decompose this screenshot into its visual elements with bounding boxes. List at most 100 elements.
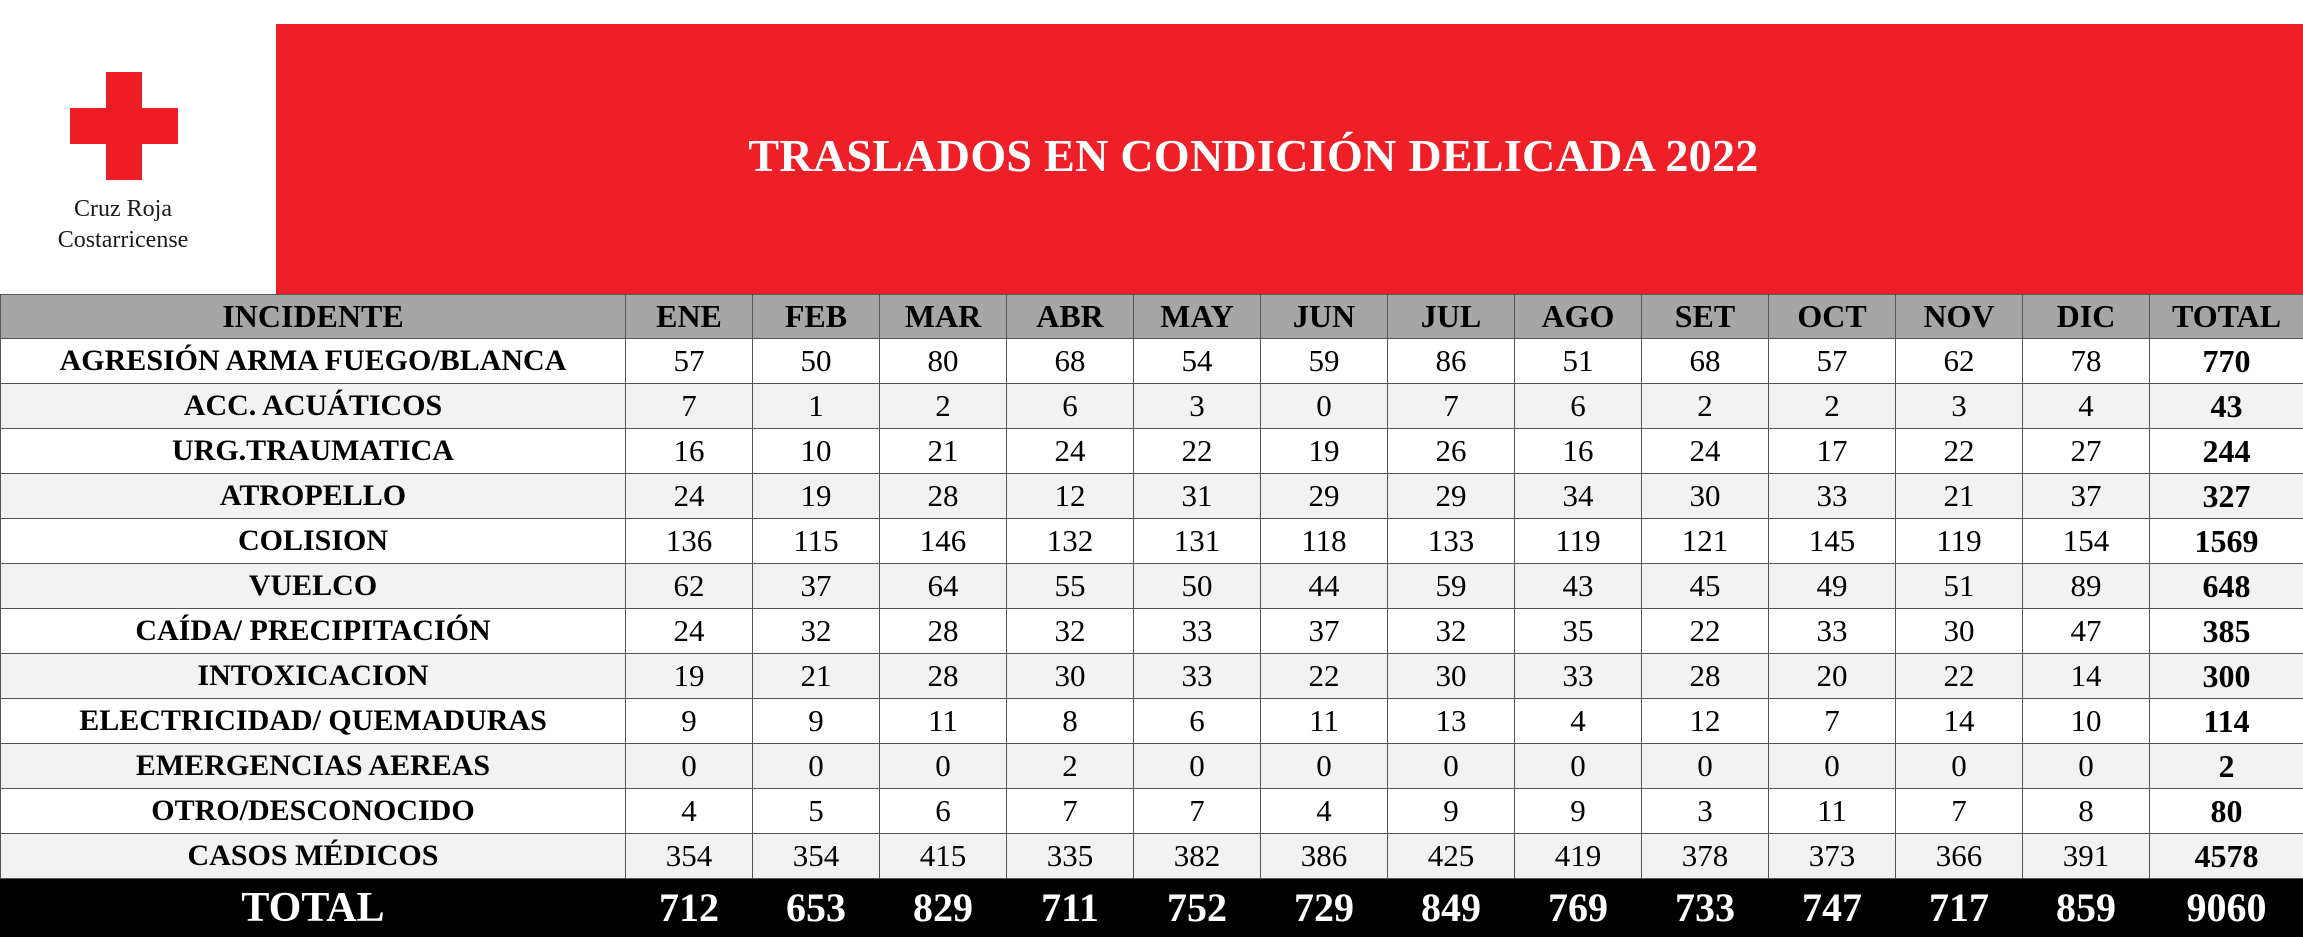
month-value-cell: 26 [1388,429,1515,474]
month-value-cell: 50 [1134,564,1261,609]
month-value-cell: 30 [1388,654,1515,699]
month-value-cell: 22 [1896,654,2023,699]
month-value-cell: 32 [1007,609,1134,654]
month-value-cell: 335 [1007,834,1134,879]
month-value-cell: 415 [880,834,1007,879]
month-value-cell: 131 [1134,519,1261,564]
month-value-cell: 0 [2023,744,2150,789]
month-value-cell: 24 [626,474,753,519]
month-value-cell: 16 [1515,429,1642,474]
month-value-cell: 386 [1261,834,1388,879]
month-value-cell: 7 [1896,789,2023,834]
column-header-feb: FEB [753,295,880,339]
month-value-cell: 28 [880,474,1007,519]
row-total-cell: 1569 [2150,519,2303,564]
column-header-may: MAY [1134,295,1261,339]
grand-total-cell: 9060 [2150,879,2303,937]
column-header-ene: ENE [626,295,753,339]
month-value-cell: 119 [1515,519,1642,564]
month-value-cell: 8 [1007,699,1134,744]
month-value-cell: 16 [626,429,753,474]
month-value-cell: 7 [1769,699,1896,744]
page-title: TRASLADOS EN CONDICIÓN DELICADA 2022 [748,129,1758,182]
month-value-cell: 33 [1134,654,1261,699]
month-value-cell: 7 [1388,384,1515,429]
month-value-cell: 37 [2023,474,2150,519]
month-value-cell: 32 [753,609,880,654]
month-value-cell: 89 [2023,564,2150,609]
column-header-jun: JUN [1261,295,1388,339]
month-value-cell: 50 [753,339,880,384]
month-value-cell: 37 [753,564,880,609]
month-value-cell: 132 [1007,519,1134,564]
month-value-cell: 146 [880,519,1007,564]
column-header-nov: NOV [1896,295,2023,339]
month-total-cell: 712 [626,879,753,937]
month-value-cell: 121 [1642,519,1769,564]
row-total-cell: 4578 [2150,834,2303,879]
month-value-cell: 57 [626,339,753,384]
month-value-cell: 24 [1007,429,1134,474]
month-total-cell: 769 [1515,879,1642,937]
column-header-mar: MAR [880,295,1007,339]
month-value-cell: 62 [626,564,753,609]
month-value-cell: 29 [1261,474,1388,519]
month-value-cell: 4 [1261,789,1388,834]
logo: Cruz Roja Costarricense [0,24,276,294]
month-value-cell: 49 [1769,564,1896,609]
title-banner: TRASLADOS EN CONDICIÓN DELICADA 2022 [276,24,2303,294]
month-value-cell: 6 [1515,384,1642,429]
row-label: OTRO/DESCONOCIDO [1,789,626,834]
month-value-cell: 78 [2023,339,2150,384]
month-value-cell: 22 [1134,429,1261,474]
row-label: COLISION [1,519,626,564]
month-value-cell: 119 [1896,519,2023,564]
month-value-cell: 14 [1896,699,2023,744]
row-label: ACC. ACUÁTICOS [1,384,626,429]
month-value-cell: 27 [2023,429,2150,474]
month-value-cell: 1 [753,384,880,429]
month-value-cell: 366 [1896,834,2023,879]
month-value-cell: 30 [1007,654,1134,699]
month-value-cell: 0 [753,744,880,789]
month-value-cell: 0 [626,744,753,789]
month-value-cell: 118 [1261,519,1388,564]
month-value-cell: 5 [753,789,880,834]
month-total-cell: 849 [1388,879,1515,937]
column-header-ago: AGO [1515,295,1642,339]
month-value-cell: 43 [1515,564,1642,609]
month-value-cell: 3 [1896,384,2023,429]
month-value-cell: 30 [1896,609,2023,654]
month-value-cell: 10 [753,429,880,474]
month-value-cell: 9 [1388,789,1515,834]
month-value-cell: 21 [880,429,1007,474]
month-value-cell: 391 [2023,834,2150,879]
month-value-cell: 44 [1261,564,1388,609]
month-value-cell: 9 [1515,789,1642,834]
month-total-cell: 747 [1769,879,1896,937]
row-label: VUELCO [1,564,626,609]
column-header-dic: DIC [2023,295,2150,339]
month-value-cell: 59 [1261,339,1388,384]
month-value-cell: 0 [1388,744,1515,789]
month-value-cell: 28 [880,609,1007,654]
month-value-cell: 2 [1007,744,1134,789]
month-value-cell: 28 [1642,654,1769,699]
month-value-cell: 32 [1388,609,1515,654]
month-value-cell: 4 [2023,384,2150,429]
month-value-cell: 9 [626,699,753,744]
month-value-cell: 0 [1515,744,1642,789]
month-value-cell: 33 [1515,654,1642,699]
column-header-jul: JUL [1388,295,1515,339]
org-name-line-2: Costarricense [10,225,236,256]
month-value-cell: 17 [1769,429,1896,474]
month-value-cell: 30 [1642,474,1769,519]
